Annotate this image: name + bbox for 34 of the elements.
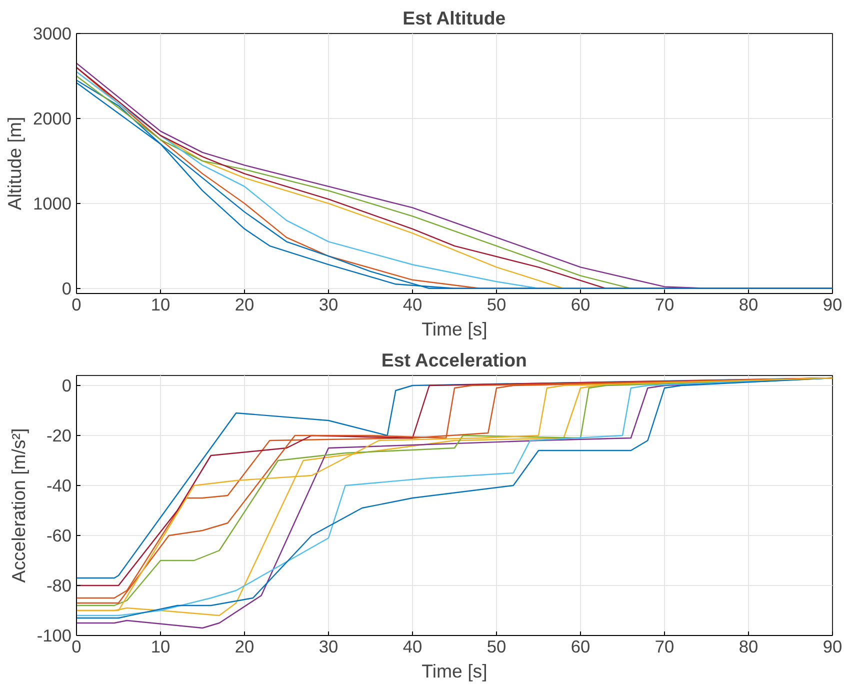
x-tick-label: 80 — [738, 636, 758, 656]
y-tick-label: -80 — [46, 576, 72, 596]
x-tick-label: 90 — [822, 294, 842, 314]
x-tick-label: 50 — [486, 294, 506, 314]
y-tick-label: -100 — [36, 626, 72, 646]
x-tick-label: 40 — [402, 294, 422, 314]
x-tick-label: 70 — [654, 294, 674, 314]
x-tick-label: 50 — [486, 636, 506, 656]
x-tick-label: 10 — [150, 294, 170, 314]
chart-title: Est Altitude — [402, 8, 506, 28]
y-tick-label: 0 — [62, 376, 72, 396]
x-axis-title: Time [s] — [422, 318, 488, 340]
y-tick-label: 0 — [62, 278, 72, 298]
y-tick-label: 2000 — [32, 108, 72, 128]
x-tick-label: 10 — [150, 636, 170, 656]
x-tick-label: 20 — [234, 636, 254, 656]
y-axis-title: Acceleration [m/s²] — [8, 428, 29, 583]
chart-title: Est Acceleration — [381, 350, 527, 370]
x-tick-label: 70 — [654, 636, 674, 656]
y-tick-label: -20 — [46, 426, 72, 446]
x-tick-label: 30 — [318, 636, 338, 656]
x-tick-label: 90 — [822, 636, 842, 656]
x-tick-label: 30 — [318, 294, 338, 314]
y-tick-label: 1000 — [32, 193, 72, 214]
x-tick-label: 60 — [570, 294, 590, 314]
x-tick-label: 20 — [234, 294, 254, 314]
x-axis-title: Time [s] — [422, 660, 488, 682]
x-tick-label: 80 — [738, 294, 758, 314]
y-axis-title: Altitude [m] — [4, 116, 25, 210]
x-tick-label: 40 — [402, 636, 422, 656]
x-tick-label: 60 — [570, 636, 590, 656]
y-tick-label: -60 — [46, 526, 72, 546]
y-tick-label: -40 — [46, 476, 72, 496]
y-tick-label: 3000 — [32, 24, 72, 44]
